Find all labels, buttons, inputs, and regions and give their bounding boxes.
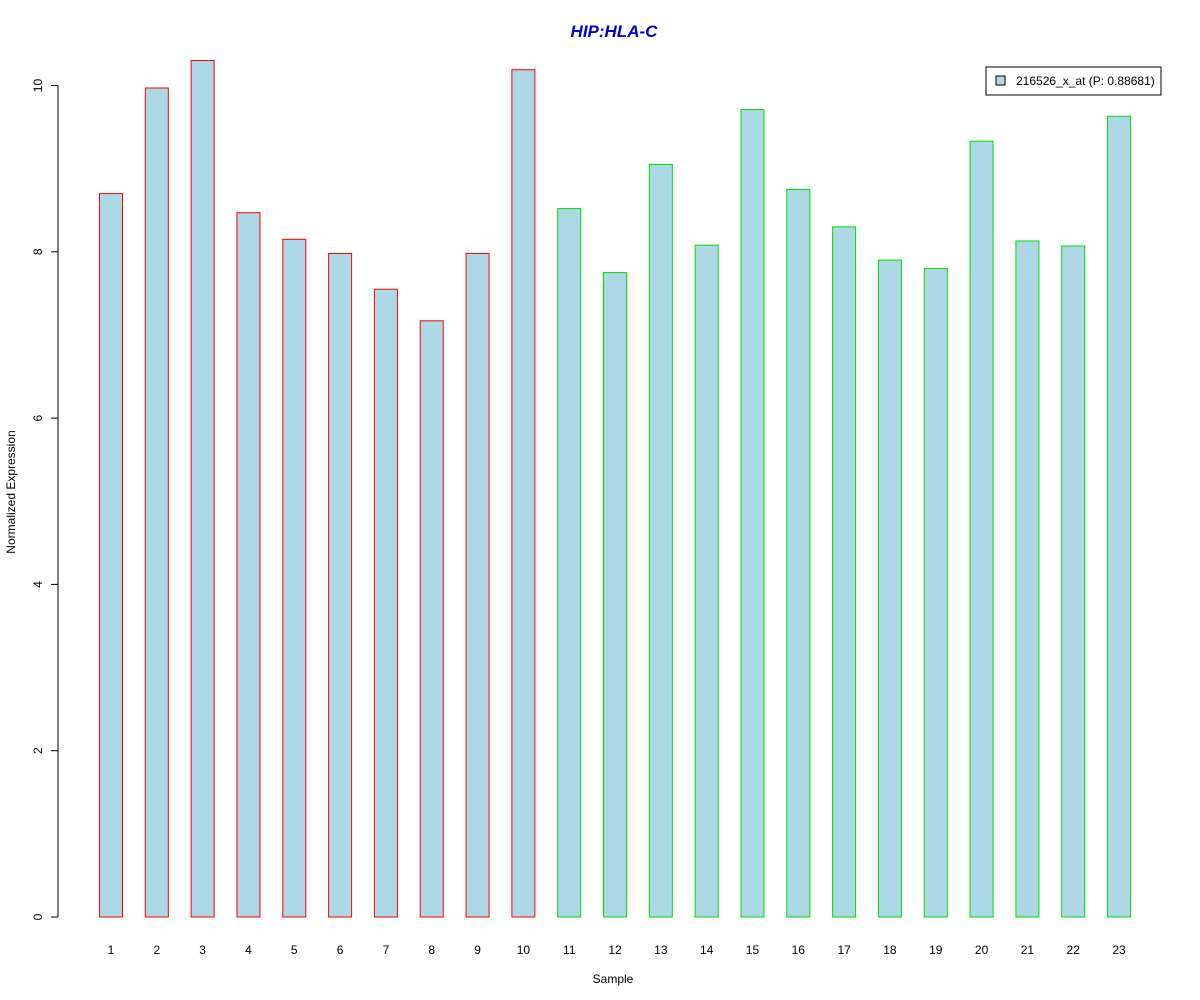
bar-sample-19: [923, 267, 948, 918]
bar-sample-16: [786, 188, 811, 918]
y-tick-label-6: 6: [31, 414, 45, 421]
y-tick-label-0: 0: [31, 913, 45, 920]
legend-box: [985, 66, 1162, 96]
bar-sample-10: [511, 69, 536, 918]
bar-sample-11: [557, 208, 582, 918]
x-tick-label-22: 22: [1067, 943, 1081, 957]
y-axis-title: Normalized Expression: [4, 430, 18, 553]
x-tick-label-4: 4: [245, 943, 252, 957]
bar-sample-9: [465, 252, 490, 918]
y-tick-label-10: 10: [31, 79, 45, 93]
bar-sample-18: [877, 259, 902, 918]
y-tick-label-8: 8: [31, 248, 45, 255]
x-tick-label-6: 6: [337, 943, 344, 957]
legend-swatch: [995, 75, 1006, 86]
legend: 216526_x_at (P: 0.88681): [985, 66, 1162, 96]
x-tick-label-11: 11: [563, 943, 576, 957]
legend-label: 216526_x_at (P: 0.88681): [1016, 74, 1155, 88]
x-tick-label-1: 1: [108, 943, 115, 957]
bar-sample-14: [694, 244, 719, 918]
x-axis-labels: 1 2 3 4 5 6 7 8 9 10 11 12 13 14 15 16 17 18 19 20 21 22 23: [108, 943, 1126, 957]
x-axis-title: Sample: [593, 972, 634, 986]
x-tick-label-15: 15: [746, 943, 760, 957]
bar-sample-7: [373, 288, 398, 918]
x-tick-label-8: 8: [428, 943, 435, 957]
bar-sample-23: [1107, 115, 1132, 918]
bar-sample-8: [419, 320, 444, 918]
y-axis: 0 2 4 6 8 10: [31, 79, 59, 920]
bar-sample-22: [1061, 245, 1086, 918]
bar-sample-6: [328, 252, 353, 918]
bar-sample-17: [832, 226, 857, 918]
x-tick-label-17: 17: [837, 943, 851, 957]
x-tick-label-21: 21: [1021, 943, 1035, 957]
x-tick-label-13: 13: [654, 943, 668, 957]
x-tick-label-16: 16: [792, 943, 806, 957]
bar-sample-21: [1015, 240, 1040, 918]
bar-sample-15: [740, 109, 765, 918]
bar-sample-13: [648, 163, 673, 918]
bar-sample-2: [144, 87, 169, 918]
x-tick-label-12: 12: [608, 943, 622, 957]
x-tick-label-20: 20: [975, 943, 989, 957]
x-tick-label-3: 3: [199, 943, 206, 957]
bar-sample-12: [603, 272, 628, 918]
x-tick-label-23: 23: [1112, 943, 1126, 957]
chart-title: HIP:HLA-C: [571, 22, 659, 41]
x-tick-label-19: 19: [929, 943, 943, 957]
x-tick-label-10: 10: [517, 943, 531, 957]
x-tick-label-5: 5: [291, 943, 298, 957]
x-tick-label-9: 9: [474, 943, 481, 957]
bar-sample-3: [190, 60, 215, 918]
x-tick-label-2: 2: [153, 943, 160, 957]
x-tick-label-7: 7: [383, 943, 390, 957]
bar-sample-5: [282, 238, 307, 918]
bar-sample-1: [99, 193, 123, 918]
bar-sample-20: [969, 140, 994, 918]
y-tick-label-4: 4: [31, 581, 45, 588]
x-tick-label-14: 14: [700, 943, 714, 957]
x-tick-label-18: 18: [883, 943, 897, 957]
bar-sample-4: [236, 212, 261, 918]
y-tick-label-2: 2: [31, 747, 45, 754]
bars-group: [99, 60, 1132, 918]
